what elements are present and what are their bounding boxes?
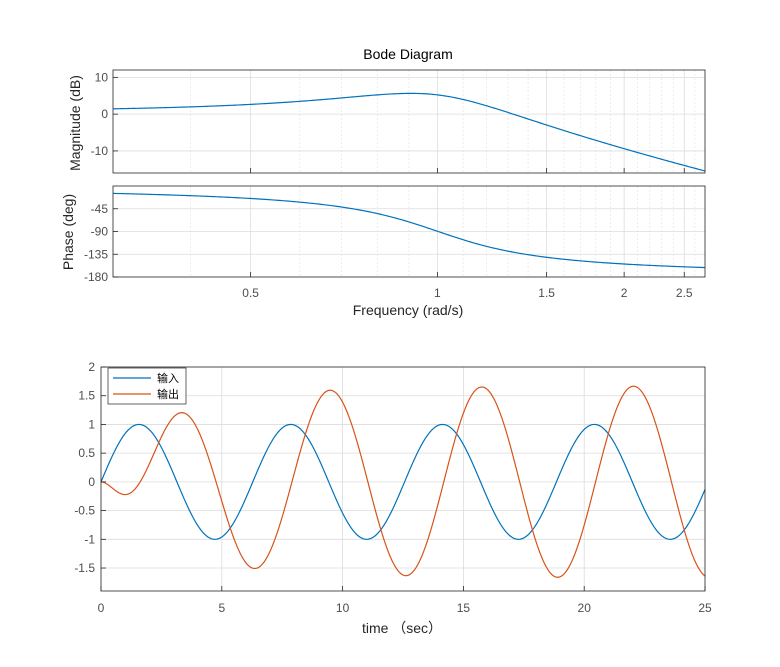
phase-ytick-label: -45 xyxy=(91,202,109,216)
bode-title: Bode Diagram xyxy=(363,46,453,62)
time-ytick-label: -0.5 xyxy=(74,504,95,518)
magnitude-ytick-label: 10 xyxy=(95,70,109,84)
time-xtick-label: 25 xyxy=(698,601,712,615)
time-ytick-label: 1 xyxy=(88,417,95,431)
magnitude-curve xyxy=(112,92,706,172)
time-ytick-label: 0.5 xyxy=(78,446,95,460)
magnitude-ytick-label: 0 xyxy=(101,107,108,121)
legend: 输入 输出 xyxy=(107,367,187,405)
phase-xtick-label: 2 xyxy=(621,286,628,300)
time-frame xyxy=(100,366,706,592)
phase-ytick-label: -135 xyxy=(84,247,108,261)
phase-curve xyxy=(112,192,706,269)
phase-xtick-label: 0.5 xyxy=(242,286,259,300)
time-xtick-label: 5 xyxy=(218,601,225,615)
phase-ylabel: Phase (deg) xyxy=(60,194,76,270)
time-ytick-label: 2 xyxy=(88,360,95,374)
time-xtick-label: 10 xyxy=(336,601,350,615)
magnitude-ytick-label: -10 xyxy=(91,144,109,158)
time-xtick-label: 0 xyxy=(98,601,105,615)
legend-box xyxy=(107,367,187,405)
phase-axes: -45 -90 -135 -180 0.5 1 1.5 2 2.5 xyxy=(84,185,706,300)
input-series-line xyxy=(100,423,706,540)
phase-ytick-label: -180 xyxy=(84,270,108,284)
time-ytick-label: -1 xyxy=(84,532,95,546)
magnitude-ylabel: Magnitude (dB) xyxy=(67,75,83,171)
magnitude-frame xyxy=(112,69,706,174)
phase-xtick-label: 1 xyxy=(434,286,441,300)
time-plot-area xyxy=(101,367,705,591)
time-ytick-label: -1.5 xyxy=(74,561,95,575)
phase-xtick-label: 2.5 xyxy=(676,286,693,300)
time-response-axes: 2 1.5 1 0.5 0 -0.5 -1 -1.5 0 5 10 15 20 25 xyxy=(74,360,712,615)
magnitude-axes: 10 0 -10 xyxy=(91,69,706,174)
bode-xlabel: Frequency (rad/s) xyxy=(353,302,463,318)
phase-xtick-label: 1.5 xyxy=(538,286,555,300)
phase-ytick-label: -90 xyxy=(91,225,109,239)
time-xtick-label: 20 xyxy=(578,601,592,615)
legend-label-input: 输入 xyxy=(157,371,179,385)
time-xtick-label: 15 xyxy=(457,601,471,615)
output-series-line xyxy=(100,385,706,578)
time-xlabel: time （sec） xyxy=(362,620,442,636)
legend-label-output: 输出 xyxy=(157,387,179,401)
magnitude-plot-area xyxy=(113,70,705,173)
time-ytick-label: 1.5 xyxy=(78,389,95,403)
time-ytick-label: 0 xyxy=(88,475,95,489)
